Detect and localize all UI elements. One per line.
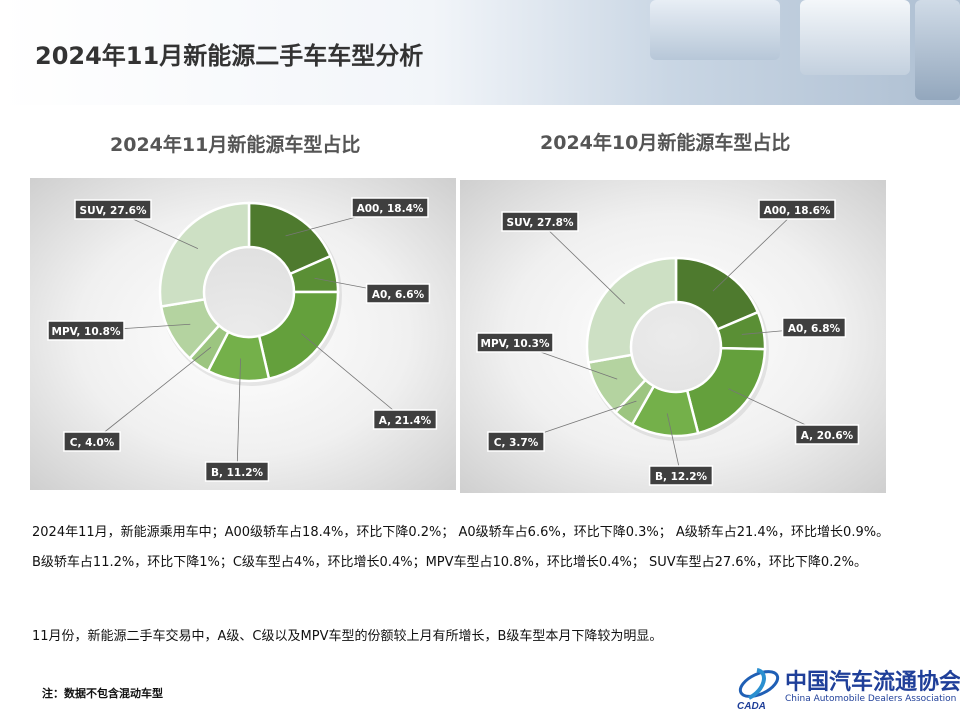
data-label-box <box>365 283 431 304</box>
decorative-cube <box>915 0 960 100</box>
conclusion-paragraph: 11月份，新能源二手车交易中，A级、C级以及MPV车型的份额较上月有所增长，B级… <box>32 629 663 644</box>
data-label-box <box>781 317 847 338</box>
data-label-box <box>204 461 270 482</box>
cada-logo-mark: CADA <box>737 668 780 712</box>
data-label-b: B, 12.2% <box>655 471 708 483</box>
data-label-box <box>487 431 545 452</box>
summary-paragraph: 2024年11月，新能源乘用车中；A00级轿车占18.4%，环比下降0.2%； … <box>32 525 890 570</box>
leader-line <box>236 358 242 473</box>
data-label-box <box>351 197 429 218</box>
cada-logo: CADA 中国汽车流通协会 China Automobile Dealers A… <box>735 662 960 712</box>
data-label-a0: A0, 6.8% <box>788 323 841 335</box>
data-label-a: A, 21.4% <box>379 415 432 427</box>
data-label-box <box>63 431 121 452</box>
logo-text-cn: 中国汽车流通协会 <box>785 669 960 695</box>
decorative-cube <box>650 0 780 60</box>
data-label-box <box>648 465 714 486</box>
data-label-c: C, 4.0% <box>70 437 115 449</box>
donut-slice-a <box>257 290 340 381</box>
data-label-a: A, 20.6% <box>801 430 854 442</box>
data-label-box <box>476 332 554 353</box>
data-label-box <box>74 199 152 220</box>
data-label-suv: SUV, 27.6% <box>80 205 147 217</box>
data-label-a0: A0, 6.6% <box>372 289 425 301</box>
donut-slice-suv <box>158 201 251 308</box>
leader-line <box>712 209 798 292</box>
data-label-box <box>501 211 579 232</box>
leader-line <box>539 221 625 305</box>
data-label-box <box>758 199 836 220</box>
data-label-a00: A00, 18.4% <box>357 203 424 215</box>
svg-text:CADA: CADA <box>737 701 766 712</box>
data-label-mpv: MPV, 10.3% <box>481 338 550 350</box>
header-banner <box>0 0 960 105</box>
chart-title-nov: 2024年11月新能源车型占比 <box>110 134 361 156</box>
donut-slice-suv <box>585 256 678 365</box>
logo-text-en: China Automobile Dealers Association <box>785 694 957 704</box>
page-title: 2024年11月新能源二手车车型分析 <box>35 42 424 70</box>
data-label-c: C, 3.7% <box>494 437 539 449</box>
chart-title-oct: 2024年10月新能源车型占比 <box>540 132 791 154</box>
leader-line <box>301 333 406 421</box>
data-label-mpv: MPV, 10.8% <box>52 326 121 338</box>
data-label-box <box>794 424 860 445</box>
data-label-b: B, 11.2% <box>211 467 264 479</box>
decorative-cube <box>800 0 910 75</box>
leader-line <box>91 346 212 443</box>
data-label-box <box>372 409 438 430</box>
footnote: 注：数据不包含混动车型 <box>42 687 163 700</box>
data-label-suv: SUV, 27.8% <box>507 217 574 229</box>
data-label-a00: A00, 18.6% <box>764 205 831 217</box>
data-label-box <box>47 320 125 341</box>
